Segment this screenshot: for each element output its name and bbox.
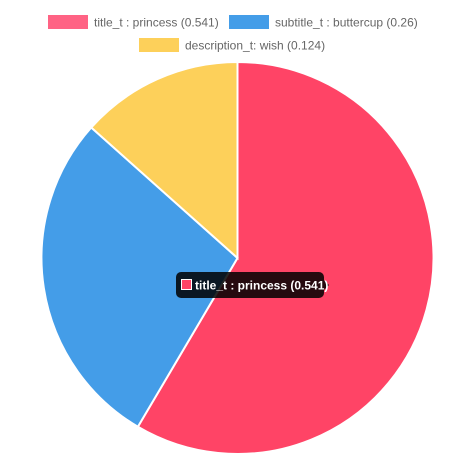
tooltip: title_t : princess (0.541) xyxy=(176,272,329,298)
tooltip-box xyxy=(176,272,329,298)
legend-swatch-title xyxy=(48,15,88,29)
legend: title_t : princess (0.541) subtitle_t : … xyxy=(48,15,418,53)
legend-swatch-description xyxy=(139,38,179,52)
pie-slices xyxy=(40,60,435,455)
tooltip-swatch xyxy=(181,279,192,290)
pie-slice-title[interactable] xyxy=(136,60,435,455)
legend-item-subtitle[interactable]: subtitle_t : buttercup (0.26) xyxy=(229,15,418,30)
legend-swatch-subtitle xyxy=(229,15,269,29)
pie-slice-description[interactable] xyxy=(89,60,239,261)
legend-label-title: title_t : princess (0.541) xyxy=(94,16,219,30)
pie-slice-subtitle[interactable] xyxy=(40,126,239,429)
legend-label-description: description_t: wish (0.124) xyxy=(185,39,325,53)
legend-item-title[interactable]: title_t : princess (0.541) xyxy=(48,15,219,30)
tooltip-label: title_t : princess (0.541) xyxy=(195,279,328,293)
legend-item-description[interactable]: description_t: wish (0.124) xyxy=(139,38,325,53)
legend-label-subtitle: subtitle_t : buttercup (0.26) xyxy=(275,16,418,30)
